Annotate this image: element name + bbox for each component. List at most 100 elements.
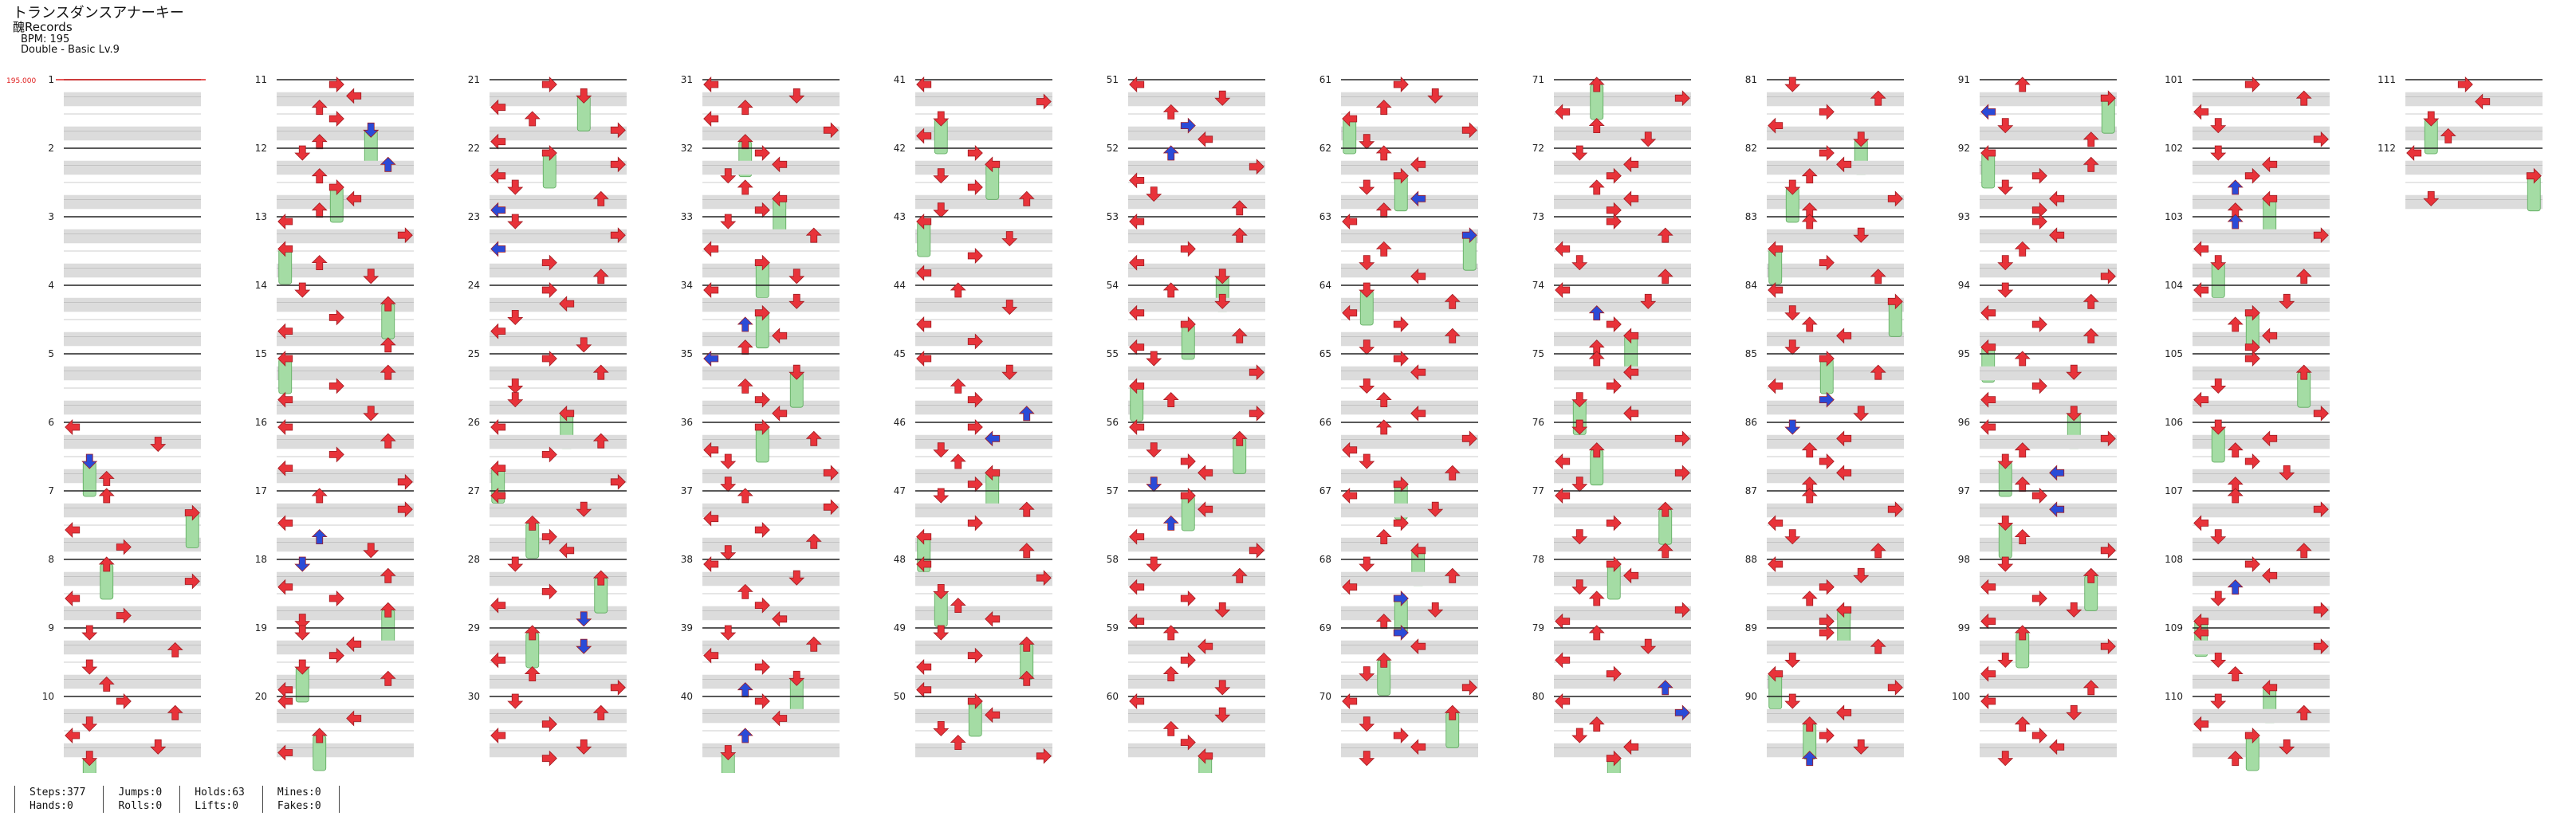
- step-arrow-r: [1674, 430, 1690, 447]
- arrow-shape: [1623, 190, 1639, 207]
- arrow-shape: [507, 214, 524, 230]
- step-arrow-r: [1674, 465, 1690, 481]
- step-arrow-d: [1640, 638, 1657, 654]
- beat-band: [277, 263, 414, 278]
- arrow-shape: [754, 254, 770, 271]
- step-arrow-r: [1606, 378, 1622, 394]
- step-arrow-r: [1819, 145, 1835, 161]
- beat-band: [1767, 366, 1904, 381]
- bpm-marker-label: 195.000: [6, 77, 36, 85]
- arrow-shape: [2244, 76, 2260, 92]
- arrow-shape: [1359, 134, 1375, 150]
- step-arrow-u: [1801, 716, 1818, 732]
- beat-band: [1341, 503, 1478, 518]
- step-arrow-d: [1853, 567, 1870, 583]
- step-arrow-u: [311, 529, 328, 544]
- step-arrow-l: [1129, 214, 1145, 230]
- step-arrow-u: [2227, 751, 2244, 767]
- step-arrow-r: [1180, 734, 1196, 751]
- arrow-shape: [380, 567, 396, 583]
- step-arrow-r: [967, 515, 983, 532]
- step-arrow-d: [507, 392, 524, 408]
- arrow-shape: [1623, 567, 1639, 584]
- beat-band: [1341, 126, 1478, 141]
- arrow-shape: [1980, 693, 1996, 709]
- step-arrow-u: [592, 570, 609, 586]
- arrow-shape: [1146, 442, 1162, 458]
- step-arrow-r: [1393, 316, 1409, 332]
- step-arrow-l: [2193, 515, 2209, 532]
- arrow-shape: [2031, 378, 2047, 394]
- arrow-shape: [772, 156, 788, 173]
- measure-number: 40: [681, 691, 693, 702]
- arrow-shape: [490, 167, 506, 184]
- arrow-shape: [1784, 419, 1801, 435]
- step-arrow-l: [277, 214, 293, 230]
- arrow-shape: [490, 652, 506, 669]
- step-arrow-r: [967, 647, 983, 664]
- beat-band: [64, 194, 201, 210]
- arrow-shape: [1249, 364, 1264, 381]
- arrow-shape: [2440, 128, 2456, 143]
- step-arrow-u: [950, 378, 966, 394]
- stat-column: Holds:63 Lifts:0: [179, 786, 262, 813]
- stat-value: Jumps:0: [118, 787, 163, 798]
- stat-value: Holds:63: [195, 787, 245, 798]
- measure-number: 34: [681, 280, 693, 291]
- step-arrow-r: [2244, 167, 2260, 184]
- step-arrow-d: [1146, 186, 1162, 202]
- step-arrow-d: [1571, 477, 1588, 492]
- arrow-shape: [1342, 304, 1358, 321]
- arrow-shape: [328, 309, 344, 326]
- step-arrow-u: [2014, 625, 2031, 641]
- arrow-shape: [363, 122, 380, 138]
- measure-number: 49: [894, 622, 906, 634]
- step-arrow-r: [967, 145, 983, 161]
- step-arrow-u: [1588, 179, 1605, 195]
- arrow-shape: [720, 168, 737, 184]
- beat-band: [1341, 743, 1478, 758]
- step-arrow-d: [1214, 293, 1231, 309]
- arrow-shape: [1359, 556, 1375, 572]
- arrow-shape: [967, 145, 983, 161]
- arrow-shape: [1249, 542, 1264, 559]
- step-arrow-l: [772, 156, 788, 173]
- arrow-shape: [277, 744, 293, 761]
- arrow-shape: [1375, 145, 1392, 161]
- step-arrow-r: [1393, 515, 1409, 532]
- step-arrow-l: [490, 419, 506, 435]
- arrow-shape: [2227, 751, 2244, 767]
- measure-number: 37: [681, 485, 693, 496]
- arrow-shape: [789, 364, 805, 380]
- song-artist: 醜Records: [13, 19, 73, 34]
- step-arrow-u: [1870, 90, 1886, 106]
- arrow-shape: [1146, 351, 1162, 367]
- step-arrow-r: [116, 539, 132, 555]
- measure-number: 98: [1958, 554, 1970, 565]
- beat-band: [277, 126, 414, 141]
- step-arrow-u: [1588, 716, 1605, 732]
- arrow-shape: [2295, 90, 2312, 106]
- step-arrow-r: [541, 145, 557, 161]
- arrow-shape: [2262, 190, 2278, 207]
- step-arrow-l: [2193, 391, 2209, 408]
- beat-band: [277, 194, 414, 210]
- measure-number: 110: [2165, 691, 2183, 702]
- step-arrow-d: [576, 88, 592, 104]
- arrow-shape: [720, 214, 737, 230]
- step-arrow-d: [1427, 602, 1444, 618]
- step-arrow-r: [184, 504, 200, 521]
- arrow-shape: [592, 433, 609, 449]
- arrow-shape: [277, 579, 293, 595]
- arrow-shape: [1180, 453, 1196, 469]
- step-arrow-r: [1819, 351, 1835, 367]
- step-arrow-d: [576, 638, 592, 654]
- arrow-shape: [380, 337, 396, 353]
- arrow-shape: [1571, 255, 1588, 271]
- arrow-shape: [2031, 590, 2047, 606]
- arrow-shape: [559, 296, 575, 312]
- arrow-shape: [754, 659, 770, 675]
- beat-band: [277, 400, 414, 415]
- arrow-shape: [524, 111, 541, 127]
- step-arrow-d: [720, 477, 737, 492]
